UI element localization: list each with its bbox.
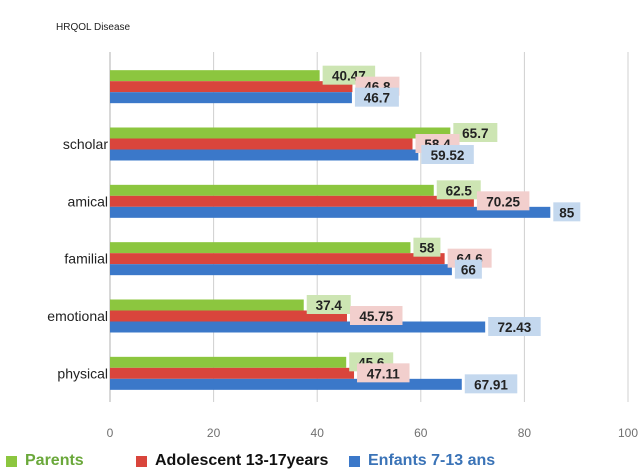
category-label: physical [57,365,108,381]
data-label-box [453,123,498,142]
category-label: emotional [47,308,108,324]
category-label: familial [64,251,108,267]
x-tick-label: 20 [207,426,221,440]
bar-adolescent [110,310,347,322]
data-label: 46.7 [364,91,390,106]
data-label-box [476,191,530,211]
data-label: 59.52 [431,148,465,163]
data-label-box [354,87,399,107]
data-label-box [553,202,581,222]
data-label-box [454,259,482,279]
bar-enfants [110,321,486,333]
bar-parents [110,184,434,196]
bar-enfants [110,378,462,390]
data-label: 47.11 [367,366,401,381]
data-label-box [436,180,481,200]
legend-item: Parents [6,452,84,470]
bar-chart: 0 20 40 60 80 100 scholar amical familial emotion… [47,52,638,440]
bar-enfants [110,92,352,104]
data-label: 58 [419,241,435,256]
x-tick-label: 0 [107,426,114,440]
bar-adolescent [110,195,474,207]
x-tick-label: 60 [414,426,428,440]
x-tick-label: 100 [618,426,638,440]
category-label: scholar [63,136,108,152]
bar-parents [110,127,451,139]
data-label-box [306,295,351,314]
data-label: 70.25 [486,194,520,209]
data-label-box [413,237,441,257]
bar-adolescent [110,138,413,150]
data-label: 72.43 [498,320,532,335]
data-label-box [421,145,474,164]
data-label: 65.7 [462,126,488,141]
legend-label: Adolescent 13-17years [155,452,329,469]
bar-enfants [110,264,452,276]
data-label-box [357,363,410,383]
x-tick-label: 80 [518,426,532,440]
bar-adolescent [110,367,355,379]
category-label: amical [68,193,108,209]
bar-parents [110,356,347,368]
chart-legend: Parents Adolescent 13-17years Enfants 7-13… [6,452,641,474]
legend-item: Enfants 7-13 ans [349,452,495,470]
bar-adolescent [110,253,445,265]
data-label: 67.91 [474,377,508,392]
legend-item: Adolescent 13-17years [136,452,328,470]
data-label: 62.5 [446,183,473,198]
data-label-box [488,317,541,336]
bar-parents [110,242,411,254]
legend-label: Enfants 7-13 ans [368,452,496,469]
bar-enfants [110,149,419,161]
data-label: 45.75 [359,309,393,324]
bar-enfants [110,206,551,218]
data-label: 37.4 [316,298,343,313]
legend-swatch [136,455,147,467]
legend-label: Parents [25,452,84,469]
bar-parents [110,299,304,311]
bar-adolescent [110,81,353,93]
data-label: 66 [461,263,477,278]
bar-parents [110,70,320,82]
legend-swatch [349,455,360,467]
legend-swatch [6,455,17,467]
x-tick-label: 40 [311,426,325,440]
chart-title: HRQOL Disease [56,22,131,33]
data-label: 85 [559,205,575,220]
data-label-box [349,306,403,325]
data-label-box [464,374,518,394]
